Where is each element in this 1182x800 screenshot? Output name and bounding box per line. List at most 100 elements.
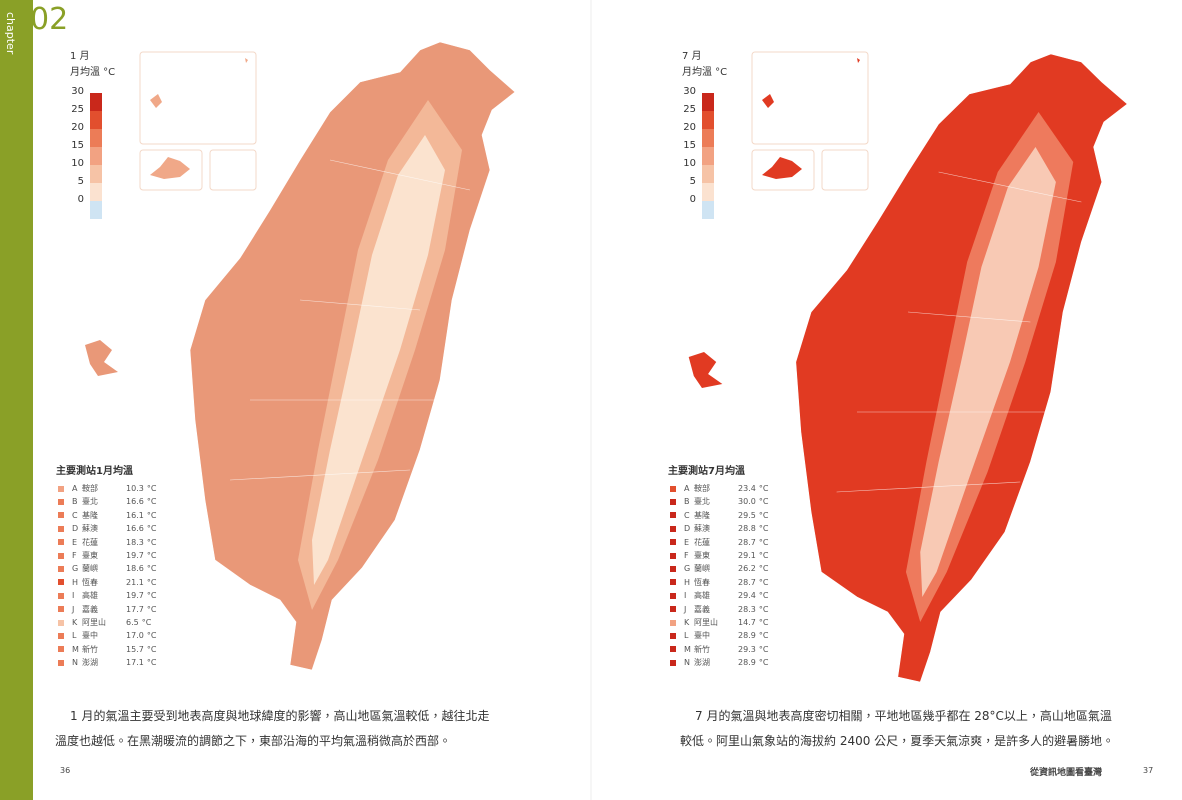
station-letter: L: [684, 631, 689, 641]
station-row: M 新竹 15.7 °C: [58, 643, 156, 656]
station-temp: 19.7: [126, 551, 144, 560]
station-dot: [58, 606, 64, 613]
station-name: 高雄: [694, 591, 710, 601]
station-letter: G: [684, 564, 691, 574]
station-dot: [670, 646, 676, 653]
legend-tick-label: 30: [71, 86, 84, 97]
station-name: 阿里山: [694, 618, 718, 627]
legend-swatch: [702, 129, 714, 147]
legend-title: 月均溫 °C: [70, 67, 116, 78]
station-dot: [670, 512, 676, 519]
station-dot: [670, 592, 676, 599]
station-letter: C: [72, 510, 78, 520]
station-letter: B: [72, 497, 78, 507]
station-name: 澎湖: [82, 658, 98, 668]
station-row: D 蘇澳 28.8 °C: [670, 522, 768, 535]
station-temp: 17.7: [126, 604, 144, 614]
station-name: 蘇澳: [82, 524, 98, 534]
unit: °C: [146, 631, 157, 641]
unit: °C: [758, 631, 769, 641]
station-name: 鞍部: [694, 484, 710, 493]
page-number: 37: [1143, 766, 1154, 775]
legend-swatch: [90, 165, 102, 183]
station-list-title: 主要測站7月均溫: [668, 466, 745, 477]
station-temp: 14.7: [738, 618, 756, 627]
station-list-title: 主要測站1月均溫: [56, 466, 133, 477]
legend-tick-label: 10: [683, 158, 696, 169]
legend-tick-label: 15: [683, 140, 696, 151]
station-temp: 23.4: [738, 484, 756, 493]
station-temp: 16.6: [126, 497, 144, 507]
caption-line: 7 月的氣溫與地表高度密切相關，平地地區幾乎都在 28°C以上，高山地區氣溫: [695, 709, 1112, 723]
boundaries: [229, 159, 471, 481]
unit: °C: [146, 551, 157, 560]
unit: °C: [141, 618, 152, 627]
station-temp: 30.0: [738, 497, 756, 507]
unit: °C: [758, 604, 769, 614]
station-dot: [58, 525, 64, 532]
page-number: 36: [60, 766, 71, 775]
legend-swatch: [90, 111, 102, 129]
legend-swatch: [90, 129, 102, 147]
station-temp: 16.6: [126, 524, 144, 534]
station-letter: N: [72, 658, 78, 668]
station-dot: [58, 552, 64, 559]
station-letter: B: [684, 497, 690, 507]
legend-tick-label: 20: [71, 122, 84, 133]
legend-tick-label: 25: [71, 104, 84, 115]
unit: °C: [758, 618, 769, 627]
station-name: 恆春: [694, 577, 710, 587]
station-dot: [58, 619, 64, 626]
station-letter: F: [684, 551, 689, 560]
station-temp: 26.2: [738, 564, 756, 574]
station-row: F 臺東 29.1 °C: [670, 549, 768, 562]
station-row: I 高雄 29.4 °C: [670, 589, 768, 602]
station-dot: [58, 659, 64, 666]
station-row: C 基隆 29.5 °C: [670, 509, 768, 522]
station-name: 蘭嶼: [694, 564, 710, 574]
station-dot: [670, 579, 676, 586]
station-letter: C: [684, 510, 690, 520]
legend-tick-label: 25: [683, 104, 696, 115]
station-temp: 21.1: [126, 577, 144, 587]
station-temp: 19.7: [126, 591, 144, 601]
station-temp: 29.3: [738, 644, 756, 654]
station-temp: 28.9: [738, 631, 756, 641]
station-dot: [58, 646, 64, 653]
unit: °C: [758, 524, 769, 534]
caption-line: 1 月的氣溫主要受到地表高度與地球緯度的影響，高山地區氣溫較低，越往北走: [70, 709, 490, 723]
station-name: 臺北: [82, 497, 98, 507]
station-dot: [58, 566, 64, 573]
station-temp: 17.0: [126, 631, 144, 641]
station-letter: A: [684, 484, 690, 493]
station-name: 鞍部: [82, 484, 98, 493]
station-letter: D: [684, 524, 691, 534]
unit: °C: [758, 564, 769, 574]
unit: °C: [146, 604, 157, 614]
station-name: 臺東: [694, 551, 710, 560]
station-row: F 臺東 19.7 °C: [58, 549, 156, 562]
station-temp: 28.9: [738, 658, 756, 668]
station-temp: 15.7: [126, 644, 144, 654]
station-temp: 18.3: [126, 537, 144, 547]
unit: °C: [146, 577, 157, 587]
legend-swatch: [702, 111, 714, 129]
station-row: H 恆春 21.1 °C: [58, 576, 156, 589]
legend-tick-label: 20: [683, 122, 696, 133]
station-letter: I: [684, 591, 687, 601]
station-temp: 10.3: [126, 484, 144, 493]
station-row: J 嘉義 28.3 °C: [670, 603, 768, 616]
caption-line: 溫度也越低。在黑潮暖流的調節之下，東部沿海的平均氣溫稍微高於西部。: [55, 734, 452, 748]
unit: °C: [146, 510, 157, 520]
legend-swatch: [702, 201, 714, 219]
station-temp: 29.4: [738, 591, 756, 601]
station-letter: I: [72, 591, 75, 601]
station-dot: [670, 606, 676, 613]
station-temp: 17.1: [126, 658, 144, 668]
station-row: N 澎湖 17.1 °C: [58, 656, 156, 669]
station-name: 嘉義: [82, 604, 98, 614]
station-name: 恆春: [82, 577, 98, 587]
station-dot: [670, 525, 676, 532]
station-temp: 6.5: [126, 618, 139, 627]
inset-boxes: [139, 51, 869, 191]
